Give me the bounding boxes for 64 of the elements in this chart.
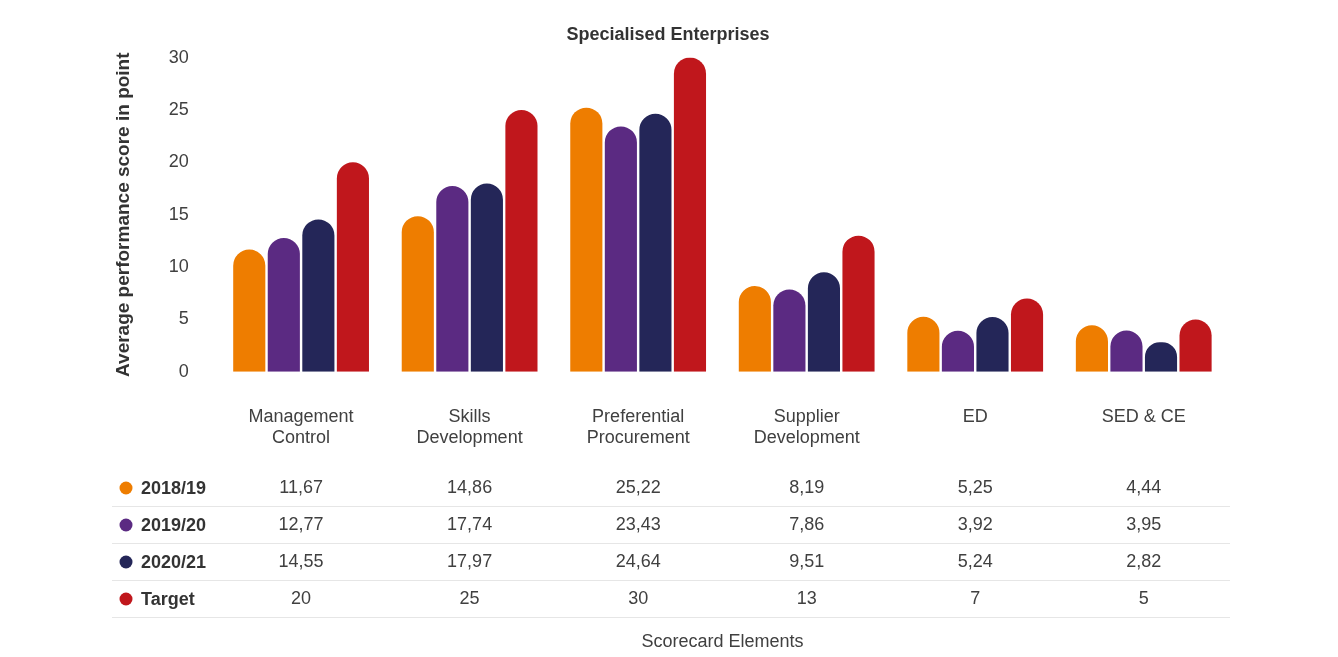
- bar: [842, 235, 875, 372]
- data-label: 12,77: [278, 513, 324, 534]
- bar: [976, 316, 1009, 372]
- y-tick-label: 5: [178, 308, 189, 329]
- data-label: 4,44: [1126, 476, 1162, 497]
- data-label: 3,92: [957, 513, 993, 534]
- legend-label: 2019/20: [141, 514, 207, 535]
- legend-label: 2020/21: [141, 551, 207, 572]
- x-tick-label: ED: [962, 405, 988, 426]
- bar: [401, 216, 434, 372]
- bar: [436, 186, 469, 372]
- data-label: 14,86: [447, 476, 493, 497]
- chart-title: Specialised Enterprises: [566, 23, 770, 44]
- data-label: 5,24: [957, 550, 993, 571]
- bar: [1010, 298, 1044, 372]
- data-label: 24,64: [615, 550, 661, 571]
- data-label: 14,55: [278, 550, 324, 571]
- bar: [907, 316, 940, 372]
- y-tick-label: 10: [168, 256, 189, 277]
- data-label: 5: [1138, 587, 1149, 608]
- x-tick-label: Skills Development: [416, 405, 523, 448]
- data-label: 2,82: [1126, 550, 1162, 571]
- bar: [233, 249, 266, 372]
- data-label: 7: [970, 587, 981, 608]
- data-label: 17,74: [447, 513, 493, 534]
- y-tick-label: 15: [168, 203, 189, 224]
- data-label: 30: [628, 587, 649, 608]
- x-tick-label: Supplier Development: [753, 405, 860, 448]
- bar: [738, 286, 771, 372]
- x-tick-label: SED & CE: [1101, 405, 1186, 426]
- x-tick-label: Preferential Procurement: [586, 405, 690, 448]
- data-label: 8,19: [789, 476, 825, 497]
- bar: [673, 57, 707, 372]
- data-label: 23,43: [615, 513, 661, 534]
- x-tick-label: Management Control: [248, 405, 354, 448]
- text: Scorecard Elements: [641, 630, 804, 651]
- data-label: 17,97: [447, 550, 493, 571]
- bar: [302, 219, 335, 372]
- bar: [470, 183, 503, 372]
- data-label: 25: [459, 587, 480, 608]
- bar: [807, 272, 841, 372]
- data-label: 11,67: [279, 476, 323, 497]
- data-label: 25,22: [615, 476, 661, 497]
- bar: [570, 107, 603, 372]
- bar: [336, 162, 369, 372]
- y-tick-label: 30: [168, 46, 189, 67]
- data-label: 5,25: [957, 476, 993, 497]
- data-label: 3,95: [1126, 513, 1162, 534]
- y-tick-label: 25: [168, 98, 189, 119]
- legend-label: 2018/19: [141, 477, 207, 498]
- data-label: 7,86: [789, 513, 825, 534]
- data-label: 20: [291, 587, 312, 608]
- bar: [1179, 319, 1212, 372]
- data-label: 13: [796, 587, 817, 608]
- y-tick-label: 20: [168, 151, 189, 172]
- bar: [773, 289, 806, 372]
- y-tick-label: 0: [178, 360, 189, 381]
- legend-label: Target: [141, 588, 195, 609]
- bar: [604, 126, 637, 372]
- bar: [505, 109, 538, 372]
- bar: [267, 238, 300, 372]
- bar: [639, 113, 672, 372]
- data-label: 9,51: [789, 550, 825, 571]
- y-axis-title: Average performance score in point: [111, 51, 133, 377]
